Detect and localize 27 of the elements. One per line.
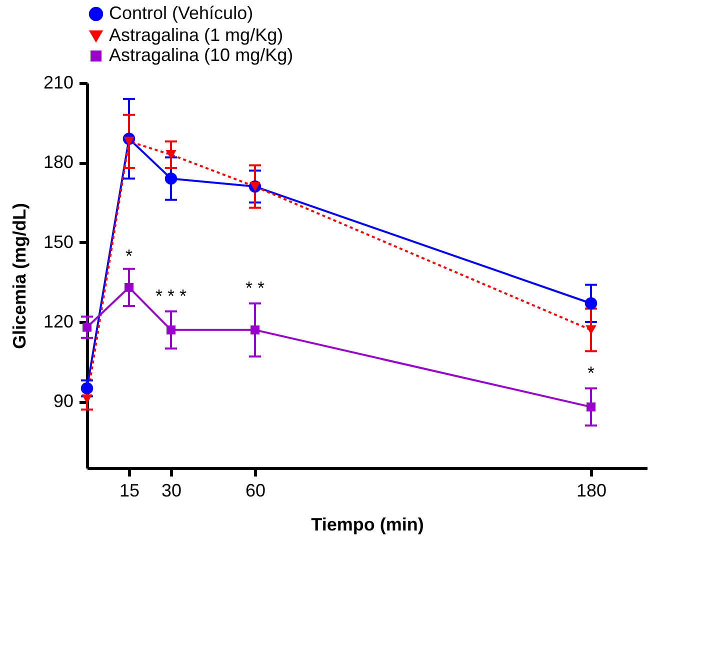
point — [124, 136, 134, 146]
legend-label: Astragalina (10 mg/Kg) — [109, 45, 294, 65]
x-tick-label: 15 — [119, 480, 140, 500]
point — [124, 282, 134, 292]
point — [164, 172, 178, 185]
y-tick-label: 210 — [43, 72, 74, 92]
annotation: * — [587, 363, 595, 384]
x-tick-label: 60 — [245, 480, 266, 500]
annotation: * * — [245, 278, 265, 298]
x-axis-title: Tiempo (min) — [311, 514, 424, 534]
point — [82, 322, 92, 332]
point — [166, 325, 176, 334]
y-axis-title: Glicemia (mg/dL) — [9, 202, 30, 350]
legend-label: Control (Vehículo) — [109, 3, 254, 23]
x-tick-label: 180 — [576, 480, 607, 500]
y-tick-label: 120 — [43, 311, 74, 332]
point — [80, 382, 94, 394]
point — [584, 297, 598, 310]
annotation: * * * — [155, 286, 187, 306]
y-tick-label: 150 — [43, 232, 74, 252]
legend-label: Astragalina (1 mg/Kg) — [109, 25, 284, 45]
point — [586, 402, 596, 412]
y-tick-label: 90 — [53, 391, 74, 412]
x-tick-label: 30 — [161, 480, 182, 500]
annotation: * — [125, 246, 133, 266]
point — [250, 325, 260, 334]
y-tick-label: 180 — [43, 152, 74, 172]
